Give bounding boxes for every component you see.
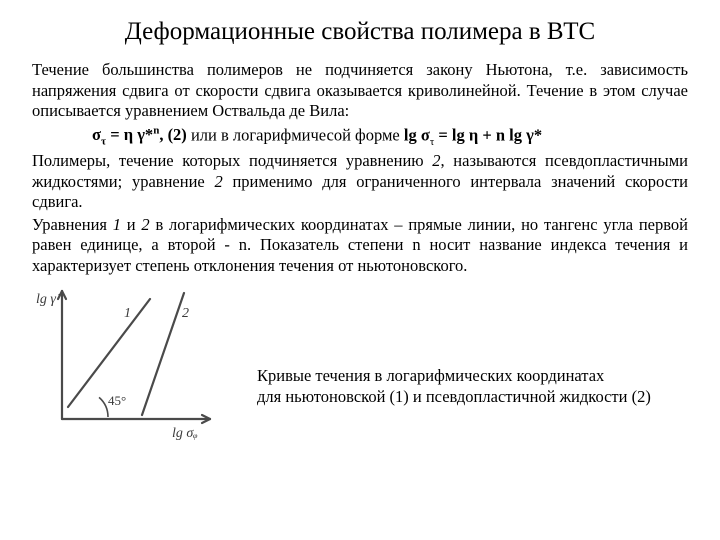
p3m: и	[121, 215, 141, 234]
paragraph-2: Полимеры, течение которых подчиняется ур…	[32, 151, 688, 213]
svg-text:45°: 45°	[108, 393, 126, 408]
equation-line: στ = η γ*n, (2) или в логарифмичесой фор…	[32, 124, 688, 149]
caption-line-2: для ньютоновской (1) и псевдопластичной …	[257, 387, 688, 408]
p3a: Уравнения	[32, 215, 113, 234]
eq-or-text: или в логарифмичесой форме	[191, 125, 404, 144]
paragraph-1: Течение большинства полимеров не подчиня…	[32, 60, 688, 122]
page-title: Деформационные свойства полимера в ВТС	[32, 18, 688, 46]
chart-caption: Кривые течения в логарифмических координ…	[217, 326, 688, 407]
svg-text:2: 2	[182, 306, 189, 321]
p2a: Полимеры, течение которых подчиняется ур…	[32, 151, 432, 170]
svg-text:1: 1	[124, 306, 131, 321]
paragraph-3: Уравнения 1 и 2 в логарифмических коорди…	[32, 215, 688, 277]
eq-num: , (2)	[159, 125, 187, 144]
p3-em2: 2	[141, 215, 149, 234]
caption-line-1: Кривые течения в логарифмических координ…	[257, 366, 688, 387]
eq-rhs1: = η γ*	[106, 125, 153, 144]
eq-sigma: σ	[92, 125, 101, 144]
flow-chart: lg γ̇ lg σᵩ 1 2 45°	[32, 287, 217, 447]
p2-em1: 2	[432, 151, 440, 170]
svg-text:lg γ̇: lg γ̇	[36, 292, 60, 307]
svg-text:lg σᵩ: lg σᵩ	[172, 426, 198, 441]
eq-log-lhs: lg σ	[404, 125, 430, 144]
eq-log-rhs: = lg η + n lg γ*	[434, 125, 542, 144]
p3-em1: 1	[113, 215, 121, 234]
p2-em2: 2	[214, 172, 222, 191]
